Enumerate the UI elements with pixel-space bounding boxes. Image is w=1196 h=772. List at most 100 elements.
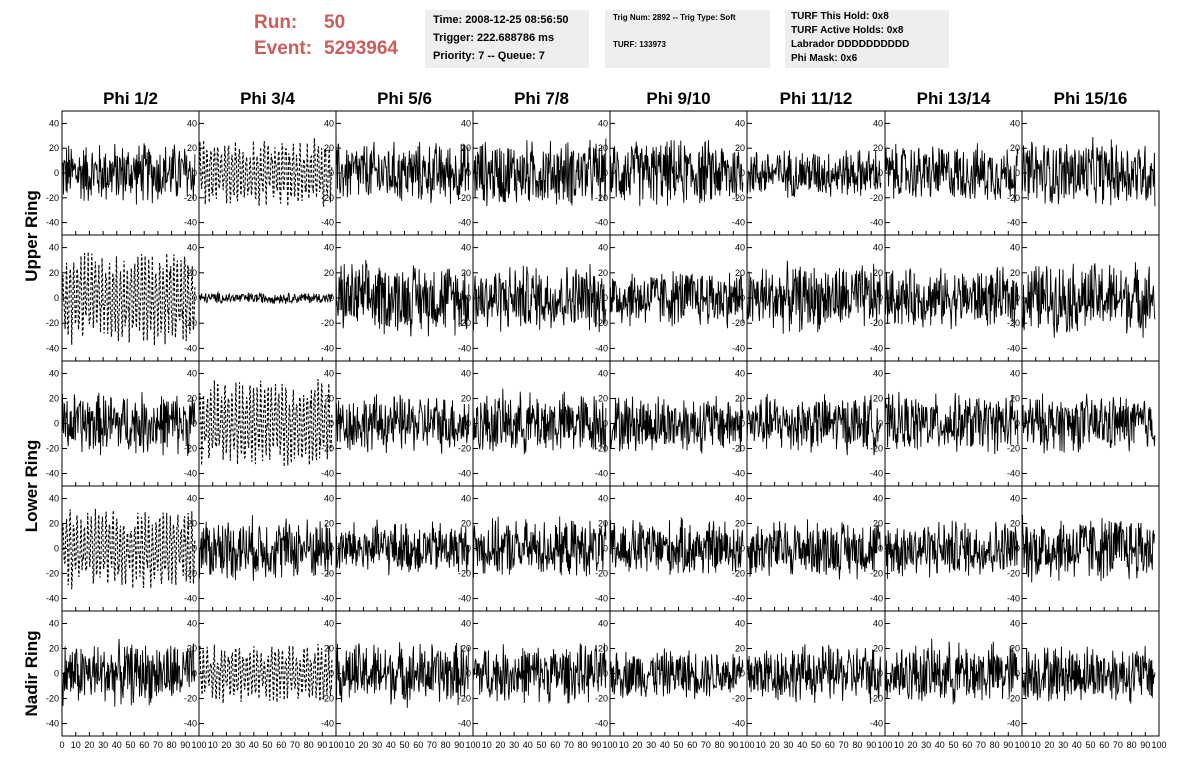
- y-tick-label: -20: [595, 444, 608, 454]
- y-tick-label: 40: [735, 369, 745, 379]
- y-tick-label: -40: [184, 218, 197, 228]
- waveform-trace-r3-c5: [609, 395, 744, 454]
- y-tick-label: -40: [1007, 469, 1020, 479]
- waveform-trace-r2-c5: [609, 271, 744, 329]
- waveform-trace-r1-c5: [609, 140, 744, 206]
- y-tick-label: 0: [329, 168, 334, 178]
- y-tick-label: 40: [735, 118, 745, 128]
- y-tick-label: -20: [1007, 694, 1020, 704]
- y-tick-label: 0: [466, 293, 471, 303]
- time-line: Time: 2008-12-25 08:56:50: [433, 14, 569, 26]
- waveform-trace-r1-c2: [198, 138, 333, 207]
- waveform-trace-r2-c2: [198, 290, 333, 305]
- y-tick-label: -20: [321, 193, 334, 203]
- waveform-trace-r4-c7: [884, 520, 1019, 579]
- y-tick-label: -20: [458, 694, 471, 704]
- x-tick-label: 30: [235, 740, 245, 750]
- y-tick-label: 20: [324, 644, 334, 654]
- waveform-trace-r3-c4: [472, 388, 607, 455]
- y-tick-label: -20: [46, 694, 59, 704]
- y-tick-label: -40: [458, 594, 471, 604]
- y-tick-label: -40: [595, 594, 608, 604]
- y-tick-label: 40: [873, 619, 883, 629]
- y-tick-label: 0: [192, 419, 197, 429]
- y-tick-label: 40: [598, 494, 608, 504]
- y-tick-label: 40: [187, 369, 197, 379]
- x-tick-label: 100: [191, 740, 206, 750]
- waveform-trace-r3-c6: [746, 393, 882, 456]
- y-tick-label: 20: [598, 644, 608, 654]
- y-tick-label: 40: [873, 369, 883, 379]
- y-tick-label: -20: [46, 193, 59, 203]
- x-tick-label: 40: [935, 740, 945, 750]
- y-tick-label: 20: [49, 268, 59, 278]
- y-tick-label: 0: [603, 419, 608, 429]
- y-tick-label: 20: [49, 394, 59, 404]
- y-tick-label: -40: [46, 719, 59, 729]
- y-tick-label: -20: [1007, 318, 1020, 328]
- waveform-trace-r4-c4: [472, 516, 607, 578]
- x-tick-label: 60: [825, 740, 835, 750]
- x-tick-label: 20: [84, 740, 94, 750]
- y-tick-label: -20: [321, 444, 334, 454]
- y-tick-label: -20: [870, 193, 883, 203]
- x-tick-label: 50: [125, 740, 135, 750]
- y-tick-label: -20: [184, 193, 197, 203]
- x-tick-label: 60: [1099, 740, 1109, 750]
- column-header-3: Phi 5/6: [377, 89, 432, 108]
- x-tick-label: 100: [465, 740, 480, 750]
- x-tick-label: 0: [59, 740, 64, 750]
- x-tick-label: 70: [839, 740, 849, 750]
- x-tick-label: 10: [619, 740, 629, 750]
- y-tick-label: -20: [1007, 444, 1020, 454]
- y-tick-label: -20: [184, 318, 197, 328]
- y-tick-label: 40: [461, 118, 471, 128]
- y-tick-label: 0: [740, 419, 745, 429]
- x-tick-label: 50: [399, 740, 409, 750]
- y-tick-label: 40: [324, 494, 334, 504]
- x-tick-label: 30: [921, 740, 931, 750]
- y-tick-label: 0: [466, 544, 471, 554]
- y-tick-label: 40: [461, 369, 471, 379]
- x-tick-label: 100: [328, 740, 343, 750]
- x-tick-label: 90: [454, 740, 464, 750]
- y-tick-label: -20: [321, 694, 334, 704]
- turf-hold-line: TURF This Hold: 0x8: [791, 11, 889, 22]
- y-tick-label: 0: [740, 168, 745, 178]
- x-tick-label: 80: [990, 740, 1000, 750]
- y-tick-label: -40: [1007, 594, 1020, 604]
- x-tick-label: 100: [877, 740, 892, 750]
- waveform-trace-r5-c3: [335, 642, 470, 708]
- waveform-trace-r4-c3: [335, 519, 470, 576]
- y-tick-label: 0: [54, 168, 59, 178]
- y-tick-label: 40: [598, 243, 608, 253]
- column-header-7: Phi 13/14: [917, 89, 991, 108]
- y-tick-label: -20: [870, 444, 883, 454]
- ring-label-3: Nadir Ring: [22, 631, 41, 717]
- y-tick-label: -20: [321, 318, 334, 328]
- waveform-trace-r1-c7: [884, 143, 1019, 203]
- x-tick-label: 50: [811, 740, 821, 750]
- y-tick-label: -40: [1007, 343, 1020, 353]
- y-tick-label: -40: [732, 594, 745, 604]
- y-tick-label: -40: [184, 343, 197, 353]
- x-tick-label: 40: [797, 740, 807, 750]
- x-tick-label: 30: [1058, 740, 1068, 750]
- y-tick-label: 20: [873, 268, 883, 278]
- panel-frame-r2-c1: [61, 234, 200, 362]
- y-tick-label: -20: [732, 318, 745, 328]
- y-tick-label: -40: [321, 469, 334, 479]
- waveform-trace-r1-c3: [335, 141, 470, 205]
- y-tick-label: -20: [732, 569, 745, 579]
- y-tick-label: 40: [873, 243, 883, 253]
- y-tick-label: -20: [870, 569, 883, 579]
- y-tick-label: -40: [46, 343, 59, 353]
- waveform-trace-r5-c7: [884, 638, 1019, 705]
- y-tick-label: 40: [187, 494, 197, 504]
- y-tick-label: -40: [184, 469, 197, 479]
- y-tick-label: 40: [461, 494, 471, 504]
- waveform-trace-r5-c1: [61, 638, 196, 707]
- y-tick-label: 20: [735, 268, 745, 278]
- y-tick-label: 40: [49, 118, 59, 128]
- y-tick-label: 40: [873, 494, 883, 504]
